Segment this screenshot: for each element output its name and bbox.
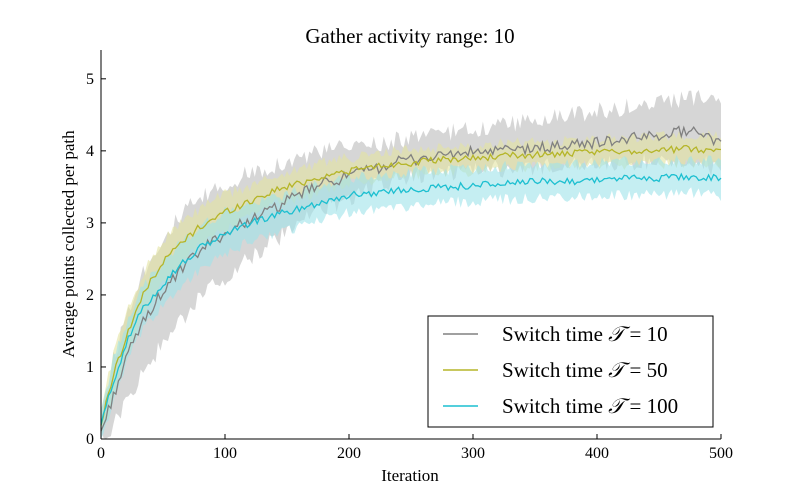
band-series-3 [101, 154, 721, 439]
legend-entry-3: Switch time 𝒯 = 100 [502, 394, 678, 418]
x-tick-label: 0 [97, 445, 105, 462]
x-axis-label: Iteration [381, 466, 439, 485]
x-tick-label: 100 [213, 445, 237, 462]
y-ticks: 0 1 2 3 4 5 [86, 71, 106, 448]
x-tick-label: 500 [709, 445, 733, 462]
chart-title: Gather activity range: 10 [305, 24, 514, 48]
confidence-bands [101, 90, 721, 439]
y-tick-label: 4 [86, 143, 94, 160]
series-lines [100, 125, 722, 432]
legend-entry-2: Switch time 𝒯 = 50 [502, 358, 668, 382]
y-tick-label: 0 [86, 431, 94, 448]
axes [100, 50, 721, 440]
y-axis-label: Average points collected per path [59, 130, 78, 358]
x-tick-label: 300 [461, 445, 485, 462]
band-series-1 [101, 90, 721, 439]
line-series-3 [100, 172, 722, 426]
y-tick-label: 3 [86, 215, 94, 232]
y-tick-label: 1 [86, 359, 94, 376]
legend: Switch time 𝒯 = 10 Switch time 𝒯 = 50 Swit… [427, 315, 714, 428]
x-tick-label: 400 [585, 445, 609, 462]
y-tick-label: 5 [86, 71, 94, 88]
y-tick-label: 2 [86, 287, 94, 304]
x-tick-label: 200 [337, 445, 361, 462]
line-series-1 [100, 125, 722, 432]
x-ticks: 0 100 200 300 400 500 [97, 434, 733, 462]
line-series-2 [100, 144, 722, 426]
legend-entry-1: Switch time 𝒯 = 10 [502, 322, 668, 346]
